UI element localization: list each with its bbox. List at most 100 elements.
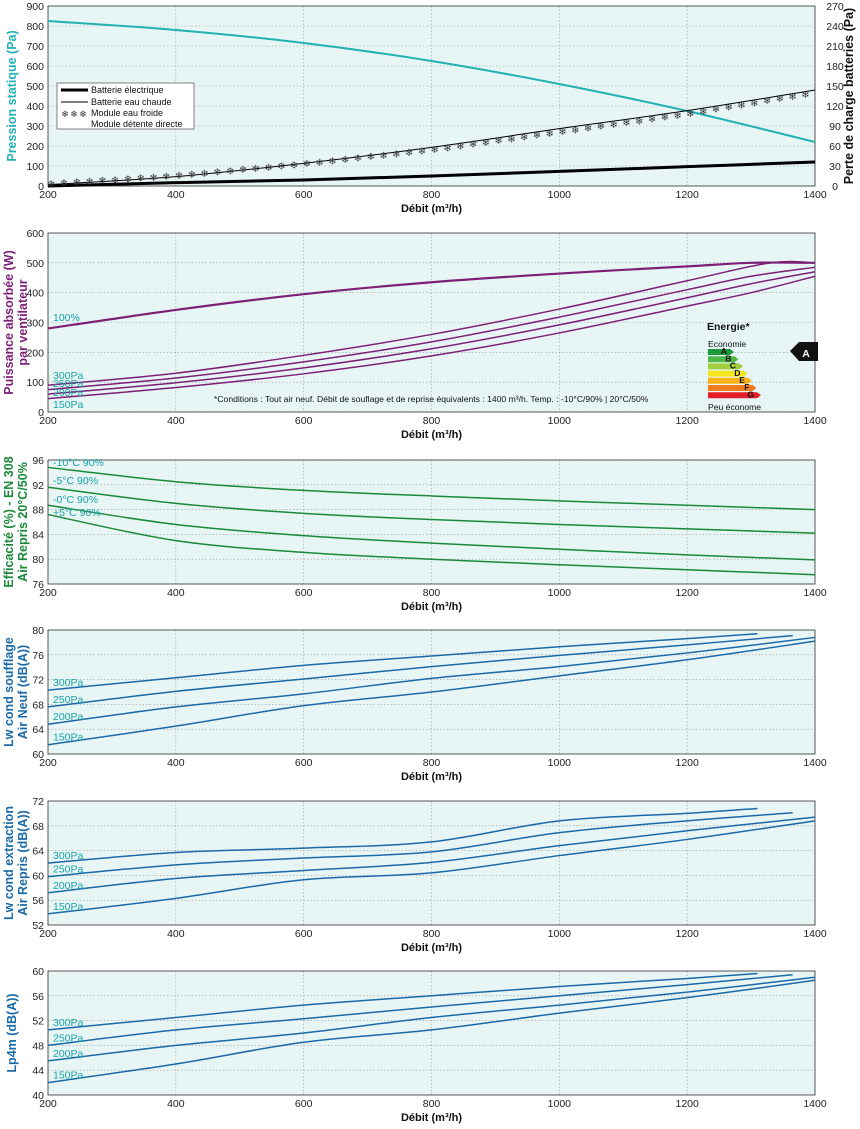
energy-label-top-text: Economie [708, 339, 746, 349]
pression-star-point: ❄ [47, 179, 55, 190]
lp4m-y-tick-label: 56 [32, 991, 44, 1003]
pression-star-point: ❄ [136, 174, 144, 185]
pression-legend-entry: Module détente directe [91, 119, 183, 129]
pression-star-point: ❄ [73, 178, 81, 189]
lw-soufflage-curve-label: 150Pa [53, 732, 84, 744]
pression-y-tick-label: 600 [26, 61, 44, 73]
pression-star-point: ❄ [776, 94, 784, 105]
puissance-x-tick-label: 1200 [675, 415, 699, 427]
lw-soufflage-frame [47, 629, 816, 755]
puissance-y-tick-label: 400 [26, 288, 44, 300]
lw-soufflage-series-200pa [47, 636, 816, 725]
efficacite-curve-label: -5°C 90% [53, 475, 98, 487]
lw-soufflage-x-tick-label: 1000 [548, 757, 572, 769]
puissance-y-axis-label-line2: par ventilateur [16, 279, 30, 365]
energy-rating-badge [790, 342, 818, 361]
pression-y-tick-label: 700 [26, 41, 44, 53]
efficacite-curve-label: -0°C 90% [53, 494, 98, 506]
lw-extraction-x-axis-label: Débit (m³/h) [401, 942, 462, 954]
efficacite-chart: 200 400 600 800 1000 1200 1400 76 80 84 88 92 96 Débi… [2, 455, 827, 613]
efficacite-y-tick-label: 76 [32, 579, 44, 591]
puissance-curve-label: 200Pa [53, 387, 84, 399]
efficacite-x-tick-label: 400 [167, 587, 185, 599]
puissance-curve-label: 100% [53, 312, 80, 324]
puissance-y-axis-label: Puissance absorbée (W) [2, 250, 16, 395]
lp4m-x-axis-label: Débit (m³/h) [401, 1112, 462, 1124]
pression-star-point: ❄ [303, 159, 311, 170]
puissance-y-tick-label: 100 [26, 377, 44, 389]
lw-soufflage-curve-label: 200Pa [53, 711, 84, 723]
pression-y2-axis-label: Perte de charge batteries (Pa) [842, 8, 856, 184]
lw-soufflage-x-tick-label: 400 [167, 757, 185, 769]
pression-star-point: ❄ [750, 98, 758, 109]
energy-class-letter: C [730, 361, 736, 371]
lw-soufflage-y-axis-label-line2: Air Neuf (dB(A)) [16, 645, 30, 739]
pression-legend-star-icon: ❄ [61, 109, 69, 119]
efficacite-y-axis-label: Efficacité (%) - EN 308 [2, 456, 16, 587]
lw-extraction-series-250pa [47, 812, 793, 878]
puissance-x-axis-label: Débit (m³/h) [401, 429, 462, 441]
puissance-chart: 200 400 600 800 1000 1200 1400 0 100 200 300 400 500… [2, 228, 827, 441]
lp4m-series-250pa [47, 973, 793, 1047]
efficacite-x-axis-label: Débit (m³/h) [401, 601, 462, 613]
pression-star-point: ❄ [622, 118, 630, 129]
pression-star-point: ❄ [328, 156, 336, 167]
lw-extraction-curve-label: 150Pa [53, 901, 84, 913]
pression-y2-tick-label: 120 [826, 101, 844, 113]
lw-soufflage-y-tick-label: 60 [32, 749, 44, 761]
efficacite-series-0-c-90 [47, 504, 816, 561]
lp4m-frame [47, 970, 816, 1096]
lw-extraction-series-150pa [47, 820, 816, 915]
lp4m-x-tick-label: 400 [167, 1098, 185, 1110]
puissance-x-tick-label: 1400 [803, 415, 827, 427]
pression-star-point: ❄ [571, 125, 579, 136]
pression-star-point: ❄ [712, 105, 720, 116]
pression-star-point: ❄ [673, 111, 681, 122]
puissance-x-tick-label: 1000 [548, 415, 572, 427]
lw-soufflage-y-tick-label: 76 [32, 650, 44, 662]
pression-star-point: ❄ [264, 163, 272, 174]
lw-extraction-chart: 200 400 600 800 1000 1200 1400 52 56 60 64 68 72 Débi… [2, 796, 827, 954]
lw-extraction-curve-label: 300Pa [53, 850, 84, 862]
pression-y-tick-label: 500 [26, 81, 44, 93]
pression-star-point: ❄ [354, 154, 362, 165]
pression-star-point: ❄ [367, 152, 375, 163]
puissance-series-300pa [47, 260, 816, 386]
efficacite-x-tick-label: 1200 [675, 587, 699, 599]
lw-extraction-x-tick-label: 1000 [548, 928, 572, 940]
lw-extraction-x-tick-label: 1400 [803, 928, 827, 940]
efficacite-curve-label: -10°C 90% [53, 457, 104, 469]
puissance-frame [47, 232, 816, 413]
lw-extraction-series-200pa [47, 816, 816, 894]
pression-star-point: ❄ [431, 145, 439, 156]
lw-soufflage-x-tick-label: 600 [295, 757, 313, 769]
pression-star-point: ❄ [788, 92, 796, 103]
pression-y2-tick-label: 90 [829, 121, 841, 133]
lp4m-y-axis-label: Lp4m (dB(A)) [5, 993, 19, 1072]
puissance-x-tick-label: 600 [295, 415, 313, 427]
pression-legend-star-icon: ❄ [79, 109, 87, 119]
pression-star-point: ❄ [661, 113, 669, 124]
pression-y-tick-label: 300 [26, 121, 44, 133]
puissance-series-250pa [47, 266, 816, 391]
pression-star-point: ❄ [200, 169, 208, 180]
pression-star-point: ❄ [418, 147, 426, 158]
pression-series-module-eau-froide: ❄ ❄ ❄ ❄ ❄ ❄ ❄ ❄ ❄ ❄ ❄ ❄ ❄ ❄ ❄ ❄ ❄ ❄ ❄ ❄ ❄ ❄ ❄ ❄ ❄ ❄ ❄ ❄ ❄ ❄ ❄ ❄ ❄ ❄ ❄ ❄ ❄ ❄ ❄ ❄… [47, 90, 810, 191]
pression-y2-tick-label: 30 [829, 161, 841, 173]
lp4m-y-tick-label: 60 [32, 966, 44, 978]
lw-soufflage-x-tick-label: 800 [423, 757, 441, 769]
efficacite-curve-label: +5°C 90% [53, 507, 101, 519]
pression-y-tick-label: 200 [26, 141, 44, 153]
efficacite-x-tick-label: 1400 [803, 587, 827, 599]
lw-soufflage-x-tick-label: 1200 [675, 757, 699, 769]
puissance-y-tick-label: 600 [26, 228, 44, 240]
lw-extraction-y-tick-label: 72 [32, 796, 44, 808]
puissance-x-tick-label: 800 [423, 415, 441, 427]
pression-y2-tick-label: 210 [826, 41, 844, 53]
lw-extraction-x-tick-label: 400 [167, 928, 185, 940]
lp4m-series-200pa [47, 976, 816, 1062]
lp4m-y-tick-label: 48 [32, 1040, 44, 1052]
pression-star-point: ❄ [341, 155, 349, 166]
